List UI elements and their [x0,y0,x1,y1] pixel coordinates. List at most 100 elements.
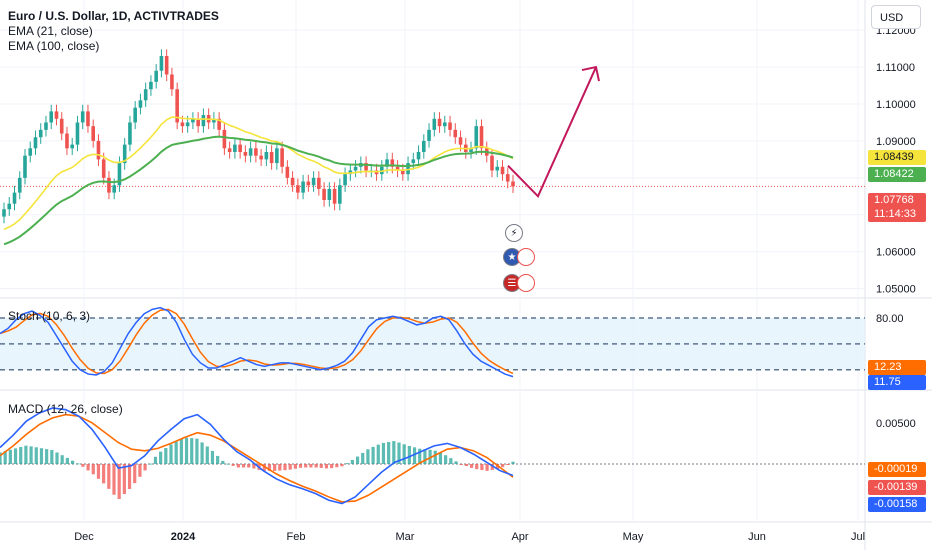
macd-histogram-bar [143,464,147,471]
macd-histogram-bar [159,451,163,464]
stoch-label[interactable]: Stoch (10, 6, 3) [8,309,91,323]
candle-body [390,159,395,167]
macd-histogram-bar [184,437,189,464]
candle-body [2,209,6,217]
macd-line [0,407,514,505]
macd-histogram-bar [50,450,54,464]
candle-body [154,70,158,82]
ema100-legend[interactable]: EMA (100, close) [8,39,100,53]
macd-histogram-bar [107,464,111,489]
candle-body [364,163,368,171]
macd-histogram-bar [127,464,132,489]
macd-histogram-bar [164,448,168,464]
macd-histogram-bar [169,444,173,464]
macd-histogram-bar [13,448,18,464]
price-candles [2,49,515,224]
macd-histogram-bar [387,441,391,464]
macd-histogram-bar [340,464,344,467]
candle-body [138,100,143,108]
macd-histogram-bar [278,464,282,471]
macd-histogram-bar [330,464,334,469]
time-tick-label: Mar [396,531,415,543]
candle-body [33,137,38,149]
currency-button[interactable]: USD [871,5,921,29]
candle-body [259,155,263,160]
ema100-badge: 1.08422 [868,167,926,182]
macd-histogram-bar [174,441,178,464]
macd-histogram-bar [3,451,7,464]
candle-body [453,129,458,138]
candle-body [96,140,101,160]
macd-histogram-bar [412,447,417,464]
candle-body [149,81,153,90]
macd-histogram-bar [464,464,468,467]
candle-body [164,56,169,75]
candle-body [317,177,321,189]
macd-histogram-bar [205,446,209,464]
candle-body [343,174,347,186]
stoch-k-badge: 12.23 [868,360,926,375]
macd-histogram-bar [501,464,505,468]
candle-body [70,144,75,149]
macd-histogram-bar [102,464,106,484]
time-tick-label: Jun [748,531,766,543]
time-tick-label: Feb [287,531,306,543]
macd-histogram-bar [226,463,230,465]
candle-body [296,185,300,193]
candle-body [254,148,258,156]
candle-body [311,177,316,186]
candle-body [28,148,33,156]
macd-histogram-bar [381,442,386,464]
macd-histogram-bar [76,463,80,465]
macd-histogram-bar [117,464,121,499]
candle-body [275,148,279,164]
macd-histogram-bar [304,464,308,468]
candle-body [474,126,479,149]
stoch-d-line [0,308,514,375]
macd-histogram-bar [371,446,375,464]
time-tick-label: Jul [851,531,865,543]
candle-body [185,122,190,127]
macd-histogram-bar [423,449,427,464]
candle-body [437,118,442,127]
macd-histogram-bar [241,464,246,468]
macd-line-badge: -0.00139 [868,480,926,495]
time-tick-label: Dec [74,531,94,543]
macd-histogram-bar [262,464,266,471]
candle-body [112,185,116,193]
candle-body [505,174,510,182]
price-tick-label: 1.06000 [876,247,916,259]
ema100-line [3,135,514,246]
candle-body [421,140,426,152]
macd-histogram-bar [210,450,215,464]
price-badge: 1.07768 [868,193,926,208]
macd-histogram-bar [298,464,303,468]
candle-body [442,122,447,127]
candle-body [75,122,80,145]
event-us-flag-icon-2[interactable] [517,274,535,292]
candle-body [327,188,332,200]
candle-body [44,122,48,130]
ema21-legend[interactable]: EMA (21, close) [8,24,93,38]
candle-body [143,89,148,101]
macd-histogram-bar [55,452,59,464]
macd-histogram-bar [495,464,500,470]
candle-body [332,188,337,204]
macd-histogram-bar [24,445,28,464]
macd-histogram-bar [195,438,199,464]
candle-body [191,118,195,123]
macd-histogram-bar [283,464,287,471]
candle-body [385,159,389,167]
macd-histogram-bar [252,464,256,469]
time-tick-label: 2024 [171,531,196,543]
event-flash-icon[interactable]: ⚡ [505,224,523,242]
macd-histogram-bar [319,464,323,468]
macd-label[interactable]: MACD (12, 26, close) [8,402,123,416]
macd-histogram-bar [0,452,2,464]
candle-body [59,118,64,134]
candle-body [238,144,242,152]
event-eu-flag-icon-2[interactable] [517,248,535,266]
candle-body [479,126,484,149]
